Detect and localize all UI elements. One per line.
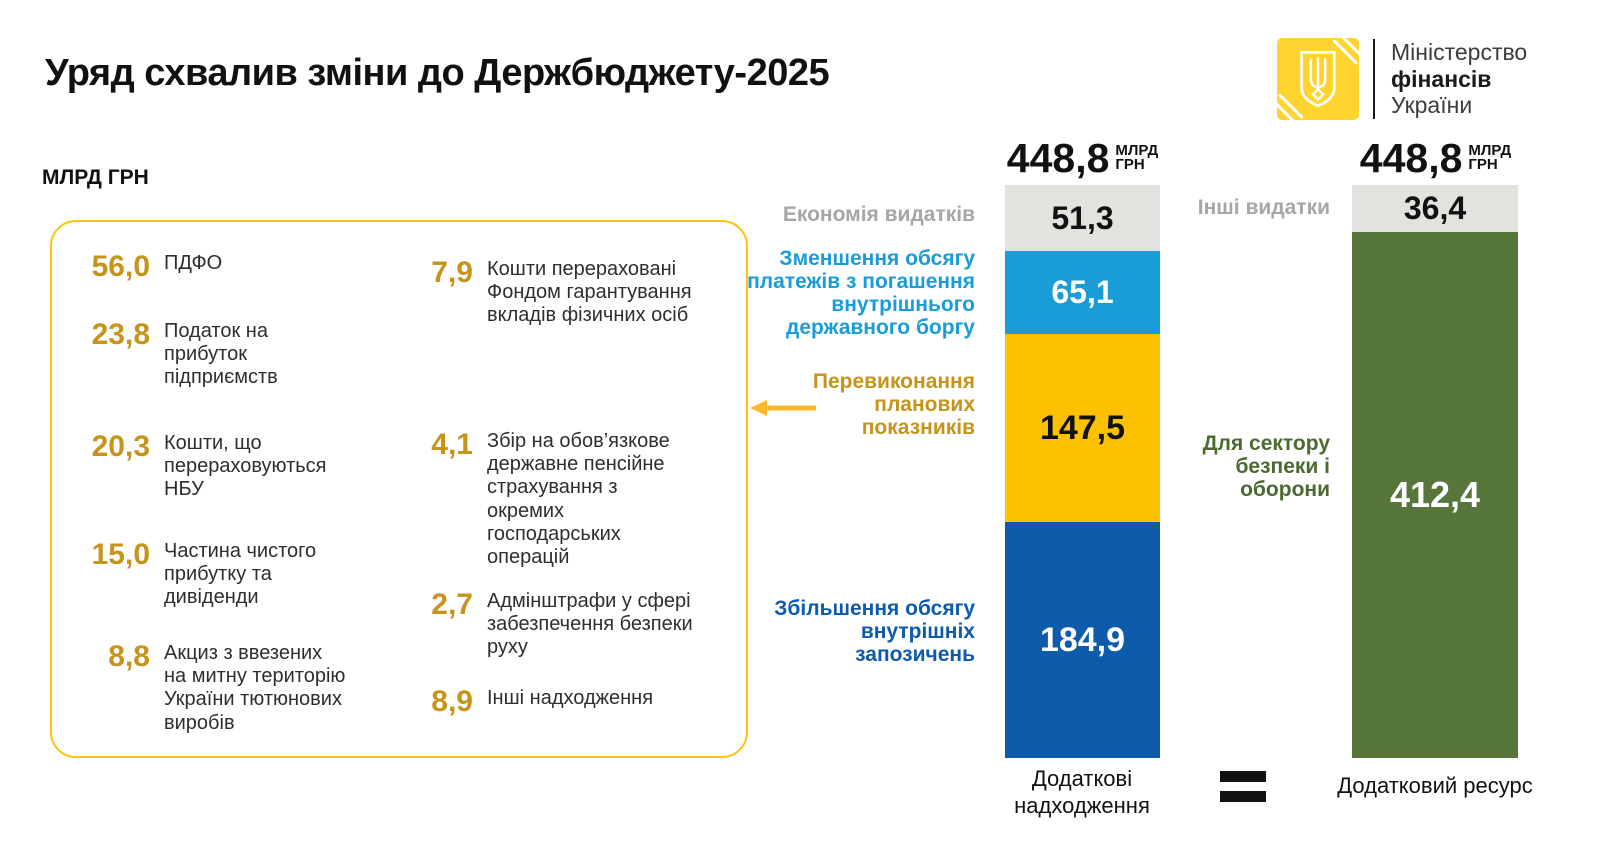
item-label: Акциз з ввезених на митну територію Укра… — [164, 642, 346, 734]
item-label: Податок на прибуток підприємств — [164, 320, 278, 389]
list-item: 4,1 Збір на обов’язкове державне пенсійн… — [395, 428, 699, 569]
logo-divider — [1373, 39, 1375, 119]
item-label: Збір на обов’язкове державне пенсійне ст… — [487, 430, 670, 568]
item-label: ПДФО — [164, 252, 223, 274]
list-item: 8,9 Інші надходження — [395, 687, 699, 717]
equals-bar-top — [1220, 771, 1266, 782]
item-label: Кошти перераховані Фондом гарантування в… — [487, 258, 692, 327]
logo-line-2: фінансів — [1391, 65, 1492, 92]
label-plan-overperformance: Перевиконання планових показників — [812, 370, 975, 440]
item-value: 8,8 — [108, 640, 150, 673]
bar2-total-unit: МЛРД ГРН — [1468, 142, 1512, 174]
segment-value: 51,3 — [1051, 199, 1114, 236]
segment-value: 36,4 — [1403, 190, 1467, 227]
item-label: Частина чистого прибутку та дивіденди — [164, 540, 317, 609]
list-item: 56,0 ПДФО — [52, 252, 346, 282]
item-label: Кошти, що перераховуються НБУ — [164, 432, 327, 501]
trident-emblem-icon — [1277, 38, 1359, 120]
segment-value: 184,9 — [1039, 620, 1126, 659]
list-item: 7,9 Кошти перераховані Фондом гарантуван… — [395, 258, 699, 328]
label-domestic-borrowing-increase: Збільшення обсягу внутрішніх запозичень — [774, 597, 975, 667]
bar1-total-value: 448,8 — [1006, 135, 1110, 181]
item-value: 15,0 — [91, 538, 150, 571]
page-title: Уряд схвалив зміни до Держбюджету-2025 — [45, 52, 830, 94]
item-value: 8,9 — [431, 685, 473, 718]
bar1-footer: Додаткові надходження — [1014, 766, 1150, 818]
bar2-total-value: 448,8 — [1359, 135, 1463, 181]
bar2-total: 448,8 МЛРД ГРН — [1318, 138, 1553, 179]
logo-text: Міністерство фінансів України — [1391, 39, 1527, 118]
logo-line-1: Міністерство — [1391, 39, 1528, 66]
segment-debt-repayment-reduction: 65,1 — [1005, 250, 1160, 334]
additional-resource-bar: 36,4 412,4 — [1352, 185, 1518, 758]
equals-sign — [1220, 771, 1266, 802]
bar2-footer: Додатковий ресурс — [1337, 773, 1533, 798]
item-label: Інші надходження — [487, 687, 654, 709]
label-expenditure-savings: Економія видатків — [782, 203, 975, 226]
segment-value: 147,5 — [1039, 408, 1126, 447]
label-security-defense: Для сектору безпеки і оборони — [1202, 432, 1330, 502]
list-item: 15,0 Частина чистого прибутку та дивіден… — [52, 540, 346, 610]
additional-revenues-bar: 51,3 65,1 147,5 184,9 — [1005, 185, 1160, 758]
segment-plan-overperformance: 147,5 — [1005, 333, 1160, 522]
list-item: 23,8 Податок на прибуток підприємств — [52, 320, 346, 390]
bar1-total-unit: МЛРД ГРН — [1115, 142, 1159, 174]
item-value: 23,8 — [91, 318, 150, 351]
item-value: 20,3 — [91, 430, 150, 463]
segment-other-expenditures: 36,4 — [1352, 185, 1518, 232]
units-label: МЛРД ГРН — [42, 166, 149, 189]
list-item: 20,3 Кошти, що перераховуються НБУ — [52, 432, 346, 502]
segment-value: 412,4 — [1389, 473, 1481, 515]
item-value: 56,0 — [91, 250, 150, 283]
ministry-logo: Міністерство фінансів України — [1277, 38, 1527, 120]
equals-bar-bottom — [1220, 791, 1266, 802]
item-value: 7,9 — [431, 256, 473, 289]
logo-line-3: України — [1391, 92, 1473, 119]
left-arrow-icon — [750, 400, 816, 416]
item-value: 2,7 — [431, 588, 473, 621]
label-other-expenditures: Інші видатки — [1197, 196, 1330, 219]
item-label: Адмінштрафи у сфері забезпечення безпеки… — [487, 590, 693, 659]
segment-domestic-borrowing-increase: 184,9 — [1005, 521, 1160, 758]
segment-security-defense: 412,4 — [1352, 231, 1518, 758]
item-value: 4,1 — [431, 428, 473, 461]
segment-value: 65,1 — [1051, 274, 1114, 311]
bar1-total: 448,8 МЛРД ГРН — [965, 138, 1200, 179]
revenue-breakdown-panel: 56,0 ПДФО 23,8 Податок на прибуток підпр… — [50, 220, 748, 758]
list-item: 2,7 Адмінштрафи у сфері забезпечення без… — [395, 590, 699, 660]
label-debt-repayment-reduction: Зменшення обсягу платежів з погашення вн… — [747, 247, 975, 340]
list-item: 8,8 Акциз з ввезених на митну територію … — [52, 642, 346, 735]
segment-expenditure-savings: 51,3 — [1005, 185, 1160, 251]
